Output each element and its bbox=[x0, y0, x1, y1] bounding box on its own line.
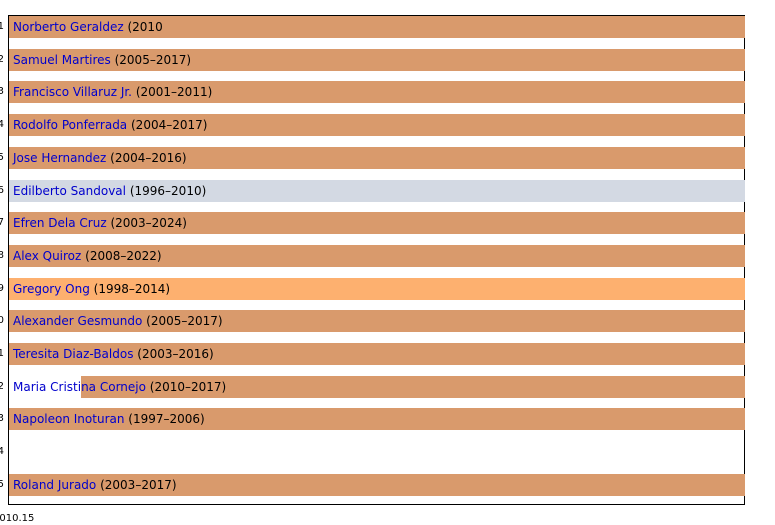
term-years: (2010–2017) bbox=[149, 379, 227, 394]
timeline-bar bbox=[9, 48, 745, 71]
term-years: (2005–2017) bbox=[114, 52, 192, 67]
row-label: Jose Hernandez (2004–2016) bbox=[13, 151, 187, 165]
row-label: Norberto Geraldez (2010 bbox=[13, 20, 163, 34]
term-years: (1998–2014) bbox=[93, 281, 171, 296]
term-years: (2004–2017) bbox=[131, 118, 208, 133]
row-label: Alexander Gesmundo (2005–2017) bbox=[13, 314, 223, 328]
timeline-bar bbox=[9, 310, 745, 333]
person-link[interactable]: Alexander Gesmundo bbox=[13, 314, 143, 329]
row-label: Edilberto Sandoval (1996–2010) bbox=[13, 184, 206, 198]
row-number: 14 bbox=[0, 446, 4, 458]
person-link[interactable]: Norberto Geraldez bbox=[13, 20, 124, 34]
row-number: 5 bbox=[0, 151, 4, 163]
person-link[interactable]: Edilberto Sandoval bbox=[13, 183, 126, 198]
timeline-bar bbox=[81, 375, 745, 398]
axis-label: 2010.15 bbox=[0, 513, 35, 524]
term-years: (2003–2016) bbox=[137, 347, 214, 361]
term-years: (1996–2010) bbox=[129, 183, 207, 198]
row-label: Efren Dela Cruz (2003–2024) bbox=[13, 216, 187, 230]
timeline-bar bbox=[9, 244, 745, 267]
person-link[interactable]: Roland Jurado bbox=[13, 477, 97, 492]
row-number: 7 bbox=[0, 217, 4, 229]
row-label: Samuel Martires (2005–2017) bbox=[13, 53, 191, 67]
row-label: Francisco Villaruz Jr. (2001–2011) bbox=[13, 85, 212, 99]
row-number: 13 bbox=[0, 413, 4, 425]
person-link[interactable]: Maria Cristina Cornejo bbox=[13, 379, 146, 394]
person-link[interactable]: Efren Dela Cruz bbox=[13, 216, 107, 231]
row-number: 9 bbox=[0, 282, 4, 294]
term-years: (2005–2017) bbox=[146, 314, 223, 329]
timeline-bar bbox=[9, 146, 745, 169]
row-number: 8 bbox=[0, 249, 4, 261]
term-years: (2010 bbox=[127, 20, 163, 34]
row-number: 6 bbox=[0, 184, 4, 196]
row-label: Alex Quiroz (2008–2022) bbox=[13, 249, 162, 263]
row-label: Teresita Diaz-Baldos (2003–2016) bbox=[13, 347, 214, 361]
row-number: 2 bbox=[0, 53, 4, 65]
row-label: Roland Jurado (2003–2017) bbox=[13, 478, 177, 492]
timeline-bar bbox=[9, 343, 745, 365]
row-number: 10 bbox=[0, 315, 4, 327]
term-years: (2003–2024) bbox=[110, 216, 187, 231]
row-label: Rodolfo Ponferrada (2004–2017) bbox=[13, 118, 207, 132]
timeline-bar bbox=[9, 212, 745, 235]
row-number: 4 bbox=[0, 119, 4, 131]
row-label: Maria Cristina Cornejo (2010–2017) bbox=[13, 380, 226, 394]
person-link[interactable]: Rodolfo Ponferrada bbox=[13, 118, 128, 133]
row-number: 3 bbox=[0, 86, 4, 98]
row-number: 1 bbox=[0, 21, 4, 32]
row-number: 11 bbox=[0, 348, 4, 359]
person-link[interactable]: Teresita Diaz-Baldos bbox=[13, 347, 134, 361]
row-number: 12 bbox=[0, 380, 4, 392]
person-link[interactable]: Samuel Martires bbox=[13, 52, 111, 67]
term-years: (2001–2011) bbox=[135, 85, 213, 100]
row-label: Gregory Ong (1998–2014) bbox=[13, 282, 170, 296]
timeline-bar bbox=[9, 473, 745, 496]
term-years: (2003–2017) bbox=[100, 477, 177, 492]
person-link[interactable]: Gregory Ong bbox=[13, 281, 90, 296]
person-link[interactable]: Alex Quiroz bbox=[13, 248, 82, 263]
person-link[interactable]: Napoleon Inoturan bbox=[13, 412, 125, 427]
term-years: (2008–2022) bbox=[85, 248, 162, 263]
timeline-bar bbox=[9, 16, 745, 38]
term-years: (2004–2016) bbox=[110, 150, 187, 165]
row-number: 15 bbox=[0, 478, 4, 490]
timeline-bar bbox=[9, 81, 745, 104]
person-link[interactable]: Jose Hernandez bbox=[13, 150, 107, 165]
person-link[interactable]: Francisco Villaruz Jr. bbox=[13, 85, 132, 100]
timeline-bar bbox=[9, 277, 745, 300]
row-label: Napoleon Inoturan (1997–2006) bbox=[13, 412, 205, 426]
timeline-bar bbox=[9, 114, 745, 137]
term-years: (1997–2006) bbox=[128, 412, 205, 427]
timeline-bar bbox=[9, 179, 745, 202]
timeline-bar bbox=[9, 408, 745, 431]
